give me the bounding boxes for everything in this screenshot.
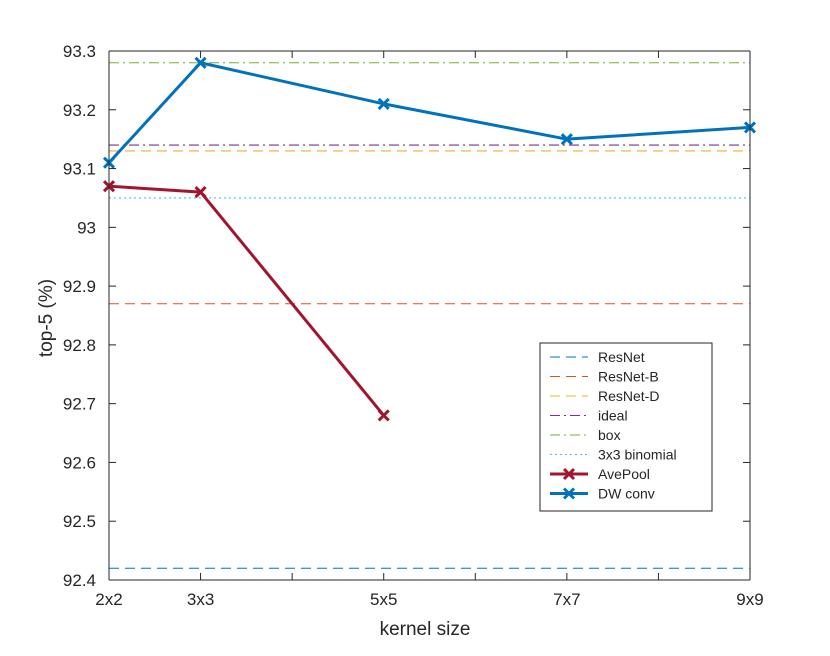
data-point-avepool <box>194 186 207 199</box>
legend-label: ResNet-D <box>598 388 659 404</box>
y-axis-title: top-5 (%) <box>36 279 57 357</box>
legend-box <box>539 342 713 512</box>
marker-stroke <box>194 186 207 199</box>
legend-marker <box>562 487 576 500</box>
y-tick-label: 92.4 <box>63 571 96 590</box>
legend-label: ideal <box>598 408 628 424</box>
legend-label: DW conv <box>598 486 655 502</box>
marker-stroke <box>377 409 390 422</box>
y-tick-label: 93.2 <box>63 101 96 120</box>
data-point-avepool <box>377 409 390 422</box>
y-tick-label: 92.7 <box>63 395 96 414</box>
y-tick-label: 93 <box>77 218 96 237</box>
legend-label: 3x3 binomial <box>598 447 677 463</box>
chart-axes: 2x2 3x3 5x5 7x7 9x9 92.4 92.5 92.6 92.7 92.8 92.9 9… <box>63 42 764 609</box>
data-point-dw-conv <box>194 56 207 69</box>
legend-label: ResNet <box>598 349 645 365</box>
data-point-dw-conv <box>560 133 573 146</box>
legend-label: ResNet-B <box>598 369 659 385</box>
x-tick-label: 3x3 <box>187 590 214 609</box>
marker-stroke <box>194 56 207 69</box>
data-series <box>102 56 757 422</box>
x-axis-title: kernel size <box>380 619 471 640</box>
y-tick-label: 92.9 <box>63 277 96 296</box>
y-tick-label: 93.3 <box>63 42 96 61</box>
baseline-lines <box>109 62 750 569</box>
x-tick-label: 2x2 <box>95 590 122 609</box>
x-tick-label: 5x5 <box>370 590 397 609</box>
y-tick-label: 92.8 <box>63 336 96 355</box>
legend-marker <box>562 467 576 481</box>
legend-label: AvePool <box>598 466 650 482</box>
marker-stroke <box>377 97 390 110</box>
x-tick-label: 7x7 <box>553 590 580 609</box>
marker-stroke <box>560 133 573 146</box>
legend-label: box <box>598 427 621 443</box>
y-tick-label: 93.1 <box>63 160 96 179</box>
y-tick-label: 92.5 <box>63 512 96 531</box>
y-tick-label: 92.6 <box>63 453 96 472</box>
x-tick-label: 9x9 <box>736 590 763 609</box>
data-point-dw-conv <box>377 97 390 110</box>
chart-legend: ResNet ResNet-B ResNet-D ideal box 3x3 binomi… <box>539 342 713 512</box>
